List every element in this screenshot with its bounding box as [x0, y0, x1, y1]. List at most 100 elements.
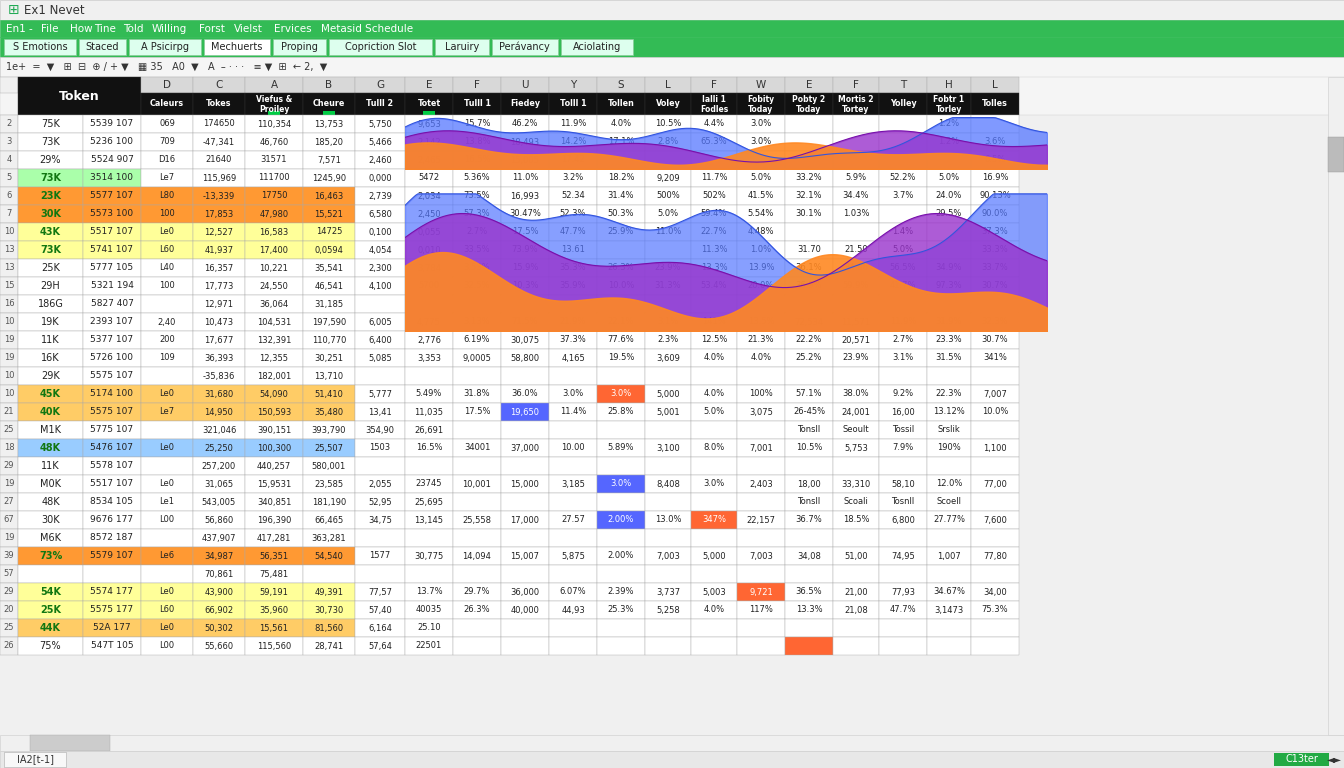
Bar	[645, 421, 691, 439]
Bar	[17, 115, 83, 133]
Bar	[597, 259, 645, 277]
Bar	[645, 349, 691, 367]
Bar	[548, 493, 597, 511]
Bar	[597, 93, 645, 115]
Text: 81,560: 81,560	[314, 624, 344, 633]
Bar	[83, 331, 141, 349]
Text: 13,753: 13,753	[314, 120, 344, 128]
Text: 14,094: 14,094	[462, 551, 492, 561]
Text: 26: 26	[4, 641, 15, 650]
Text: 354,90: 354,90	[366, 425, 395, 435]
Bar	[194, 457, 245, 475]
Bar	[405, 511, 453, 529]
Text: 73.5%: 73.5%	[464, 191, 491, 200]
Bar	[453, 241, 501, 259]
Text: 5575 107: 5575 107	[90, 372, 133, 380]
Bar	[405, 277, 453, 295]
Text: 111700: 111700	[258, 174, 290, 183]
Text: 5575 177: 5575 177	[90, 605, 133, 614]
Text: 3.0%: 3.0%	[562, 389, 583, 399]
Bar	[83, 349, 141, 367]
Text: 5574 177: 5574 177	[90, 588, 133, 597]
Bar	[645, 511, 691, 529]
Bar	[141, 77, 194, 93]
Bar	[501, 313, 548, 331]
Bar	[879, 277, 927, 295]
Text: 25,558: 25,558	[462, 515, 492, 525]
Bar	[785, 151, 833, 169]
Bar	[1328, 77, 1344, 735]
Bar	[405, 403, 453, 421]
Text: 37,000: 37,000	[511, 443, 539, 452]
Text: 0,010: 0,010	[417, 246, 441, 254]
Text: 17,853: 17,853	[204, 210, 234, 219]
Bar	[691, 169, 737, 187]
Text: 1.4%: 1.4%	[892, 227, 914, 237]
Bar	[194, 385, 245, 403]
Text: 141%: 141%	[702, 317, 726, 326]
Text: 11.4%: 11.4%	[560, 408, 586, 416]
Text: 31,185: 31,185	[314, 300, 344, 309]
Bar	[141, 115, 194, 133]
Text: B: B	[325, 80, 332, 90]
Bar	[194, 565, 245, 583]
Text: 13.12%: 13.12%	[933, 408, 965, 416]
Text: Tosnll: Tosnll	[891, 498, 915, 507]
Bar	[194, 601, 245, 619]
Text: L: L	[665, 80, 671, 90]
Bar	[0, 205, 17, 223]
Text: 0,055: 0,055	[417, 227, 441, 237]
Text: Scoell: Scoell	[937, 498, 961, 507]
Bar	[453, 367, 501, 385]
Text: 21.50: 21.50	[844, 246, 868, 254]
Bar	[645, 151, 691, 169]
Bar	[645, 583, 691, 601]
Bar	[405, 493, 453, 511]
Text: Le0: Le0	[160, 389, 175, 399]
Bar	[970, 565, 1019, 583]
Bar	[597, 295, 645, 313]
Text: 11K: 11K	[42, 461, 60, 471]
Bar	[141, 421, 194, 439]
Text: -13,339: -13,339	[203, 191, 235, 200]
Bar	[194, 259, 245, 277]
Bar	[245, 403, 302, 421]
Bar	[83, 241, 141, 259]
Bar	[927, 331, 970, 349]
Text: 54,090: 54,090	[259, 389, 289, 399]
Text: 13.8%: 13.8%	[464, 137, 491, 147]
Bar	[453, 601, 501, 619]
Bar	[597, 511, 645, 529]
Text: 21: 21	[4, 408, 15, 416]
Bar	[405, 187, 453, 205]
Bar	[302, 529, 355, 547]
Text: 3514 100: 3514 100	[90, 174, 133, 183]
Bar	[691, 223, 737, 241]
Bar	[597, 493, 645, 511]
Text: 90.0%: 90.0%	[982, 210, 1008, 219]
Text: 90.13%: 90.13%	[980, 191, 1011, 200]
Text: 36,000: 36,000	[511, 588, 539, 597]
Text: 30,730: 30,730	[314, 605, 344, 614]
Bar	[492, 39, 558, 55]
Bar	[245, 241, 302, 259]
Text: 15,007: 15,007	[511, 551, 539, 561]
Bar	[302, 619, 355, 637]
Text: 5700: 5700	[418, 282, 439, 290]
Bar	[501, 475, 548, 493]
Text: 66,902: 66,902	[204, 605, 234, 614]
Bar	[17, 349, 83, 367]
Text: 34.4%: 34.4%	[843, 191, 870, 200]
Bar	[548, 637, 597, 655]
Text: 47.7%: 47.7%	[890, 605, 917, 614]
Text: 4.0%: 4.0%	[610, 120, 632, 128]
Bar	[17, 169, 83, 187]
Text: 40K: 40K	[40, 407, 60, 417]
Text: 17.42: 17.42	[562, 155, 585, 164]
Bar	[548, 511, 597, 529]
Text: 40,000: 40,000	[511, 605, 539, 614]
Bar	[141, 565, 194, 583]
Bar	[833, 457, 879, 475]
Bar	[17, 259, 83, 277]
Bar	[833, 547, 879, 565]
